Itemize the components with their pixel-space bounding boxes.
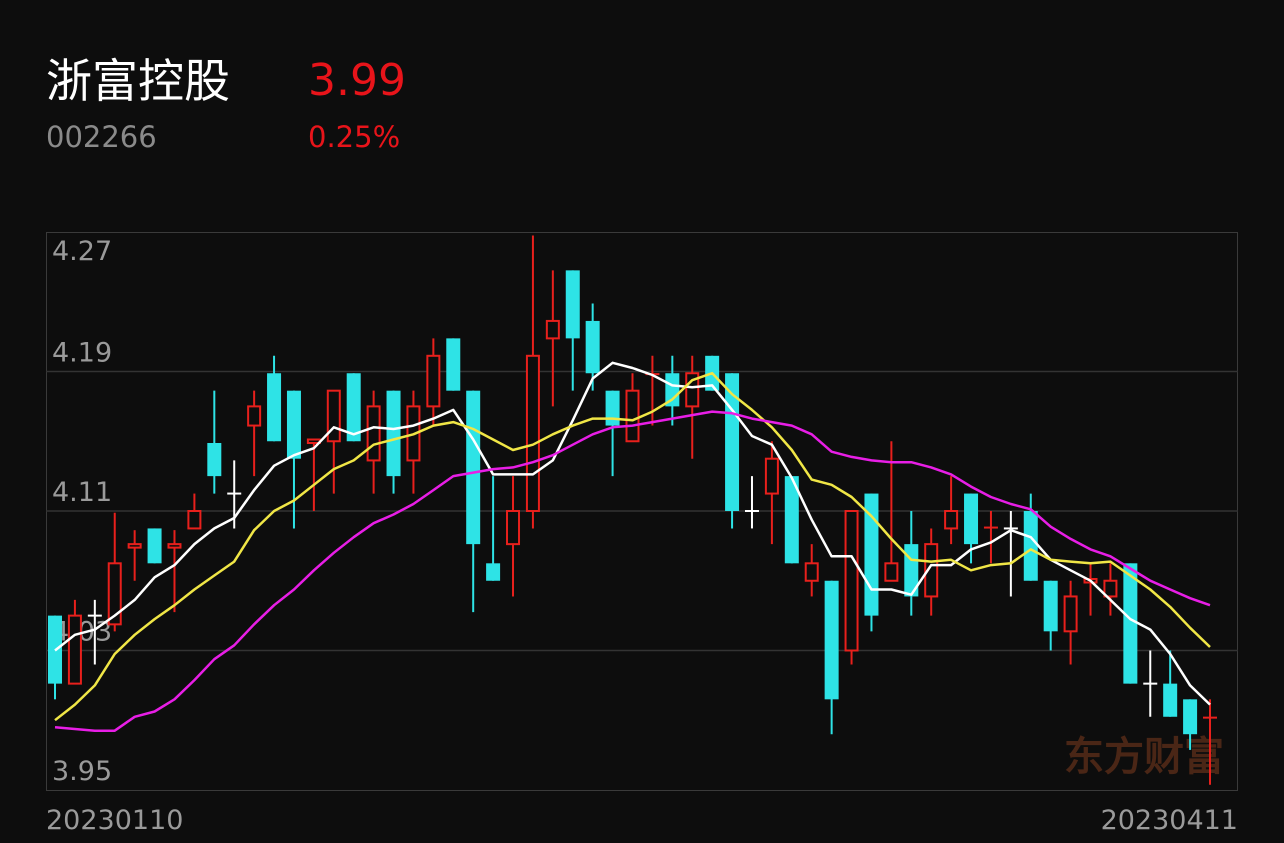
candle-body: [824, 580, 839, 700]
candle-body: [506, 510, 521, 546]
candle-body: [107, 562, 122, 626]
stock-name: 浙富控股: [46, 54, 230, 108]
candle-body: [605, 390, 620, 426]
x-tick-label: 20230110: [46, 805, 183, 836]
y-tick-label: 4.27: [52, 236, 112, 267]
candle-body: [525, 354, 540, 512]
candle-body: [187, 510, 202, 530]
candle-body: [1023, 511, 1038, 581]
candle-body: [247, 405, 262, 427]
moving-average-line: [54, 361, 1211, 706]
candle-body: [366, 405, 381, 462]
candle-body: [944, 510, 959, 530]
candle-body: [545, 319, 560, 340]
moving-average-line: [54, 371, 1211, 722]
candle-body: [486, 563, 501, 581]
candle-body: [964, 493, 979, 545]
candle-body: [844, 510, 859, 652]
y-tick-label: 3.95: [52, 756, 112, 787]
candle-body: [764, 457, 779, 495]
candle-body: [1103, 579, 1118, 598]
candle-body: [585, 320, 600, 374]
candle-body: [884, 562, 899, 582]
moving-average-line: [54, 410, 1211, 732]
candle-body: [346, 373, 361, 442]
candle-body: [924, 543, 939, 598]
stock-code: 002266: [46, 120, 157, 154]
candle-body: [466, 390, 481, 545]
candle-body: [67, 614, 82, 685]
candle-body: [1063, 595, 1078, 633]
candle-body: [665, 373, 680, 407]
candle-body: [386, 390, 401, 477]
candle-body: [725, 373, 740, 511]
candle-body: [1123, 563, 1138, 684]
candle-body: [267, 373, 282, 442]
candle-body: [1163, 683, 1178, 717]
x-tick-label: 20230411: [1101, 805, 1238, 836]
price-change: 0.25%: [308, 120, 400, 154]
candle-body: [286, 390, 301, 459]
candle-body: [147, 528, 162, 564]
candle-body: [207, 442, 222, 477]
candle-body: [784, 476, 799, 564]
candle-body: [565, 270, 580, 339]
candle-body: [127, 543, 142, 549]
stock-price: 3.99: [308, 55, 406, 106]
candle-body: [446, 338, 461, 391]
y-tick-label: 4.11: [52, 477, 112, 508]
candle-body: [625, 389, 640, 443]
y-tick-label: 4.19: [52, 338, 112, 369]
watermark: 东方财富: [1064, 734, 1224, 780]
candle-body: [804, 562, 819, 582]
candle-body: [167, 543, 182, 549]
candle-body: [1183, 699, 1198, 735]
candle-body: [1043, 580, 1058, 632]
candle-body: [426, 354, 441, 408]
candle-body: [326, 389, 341, 443]
